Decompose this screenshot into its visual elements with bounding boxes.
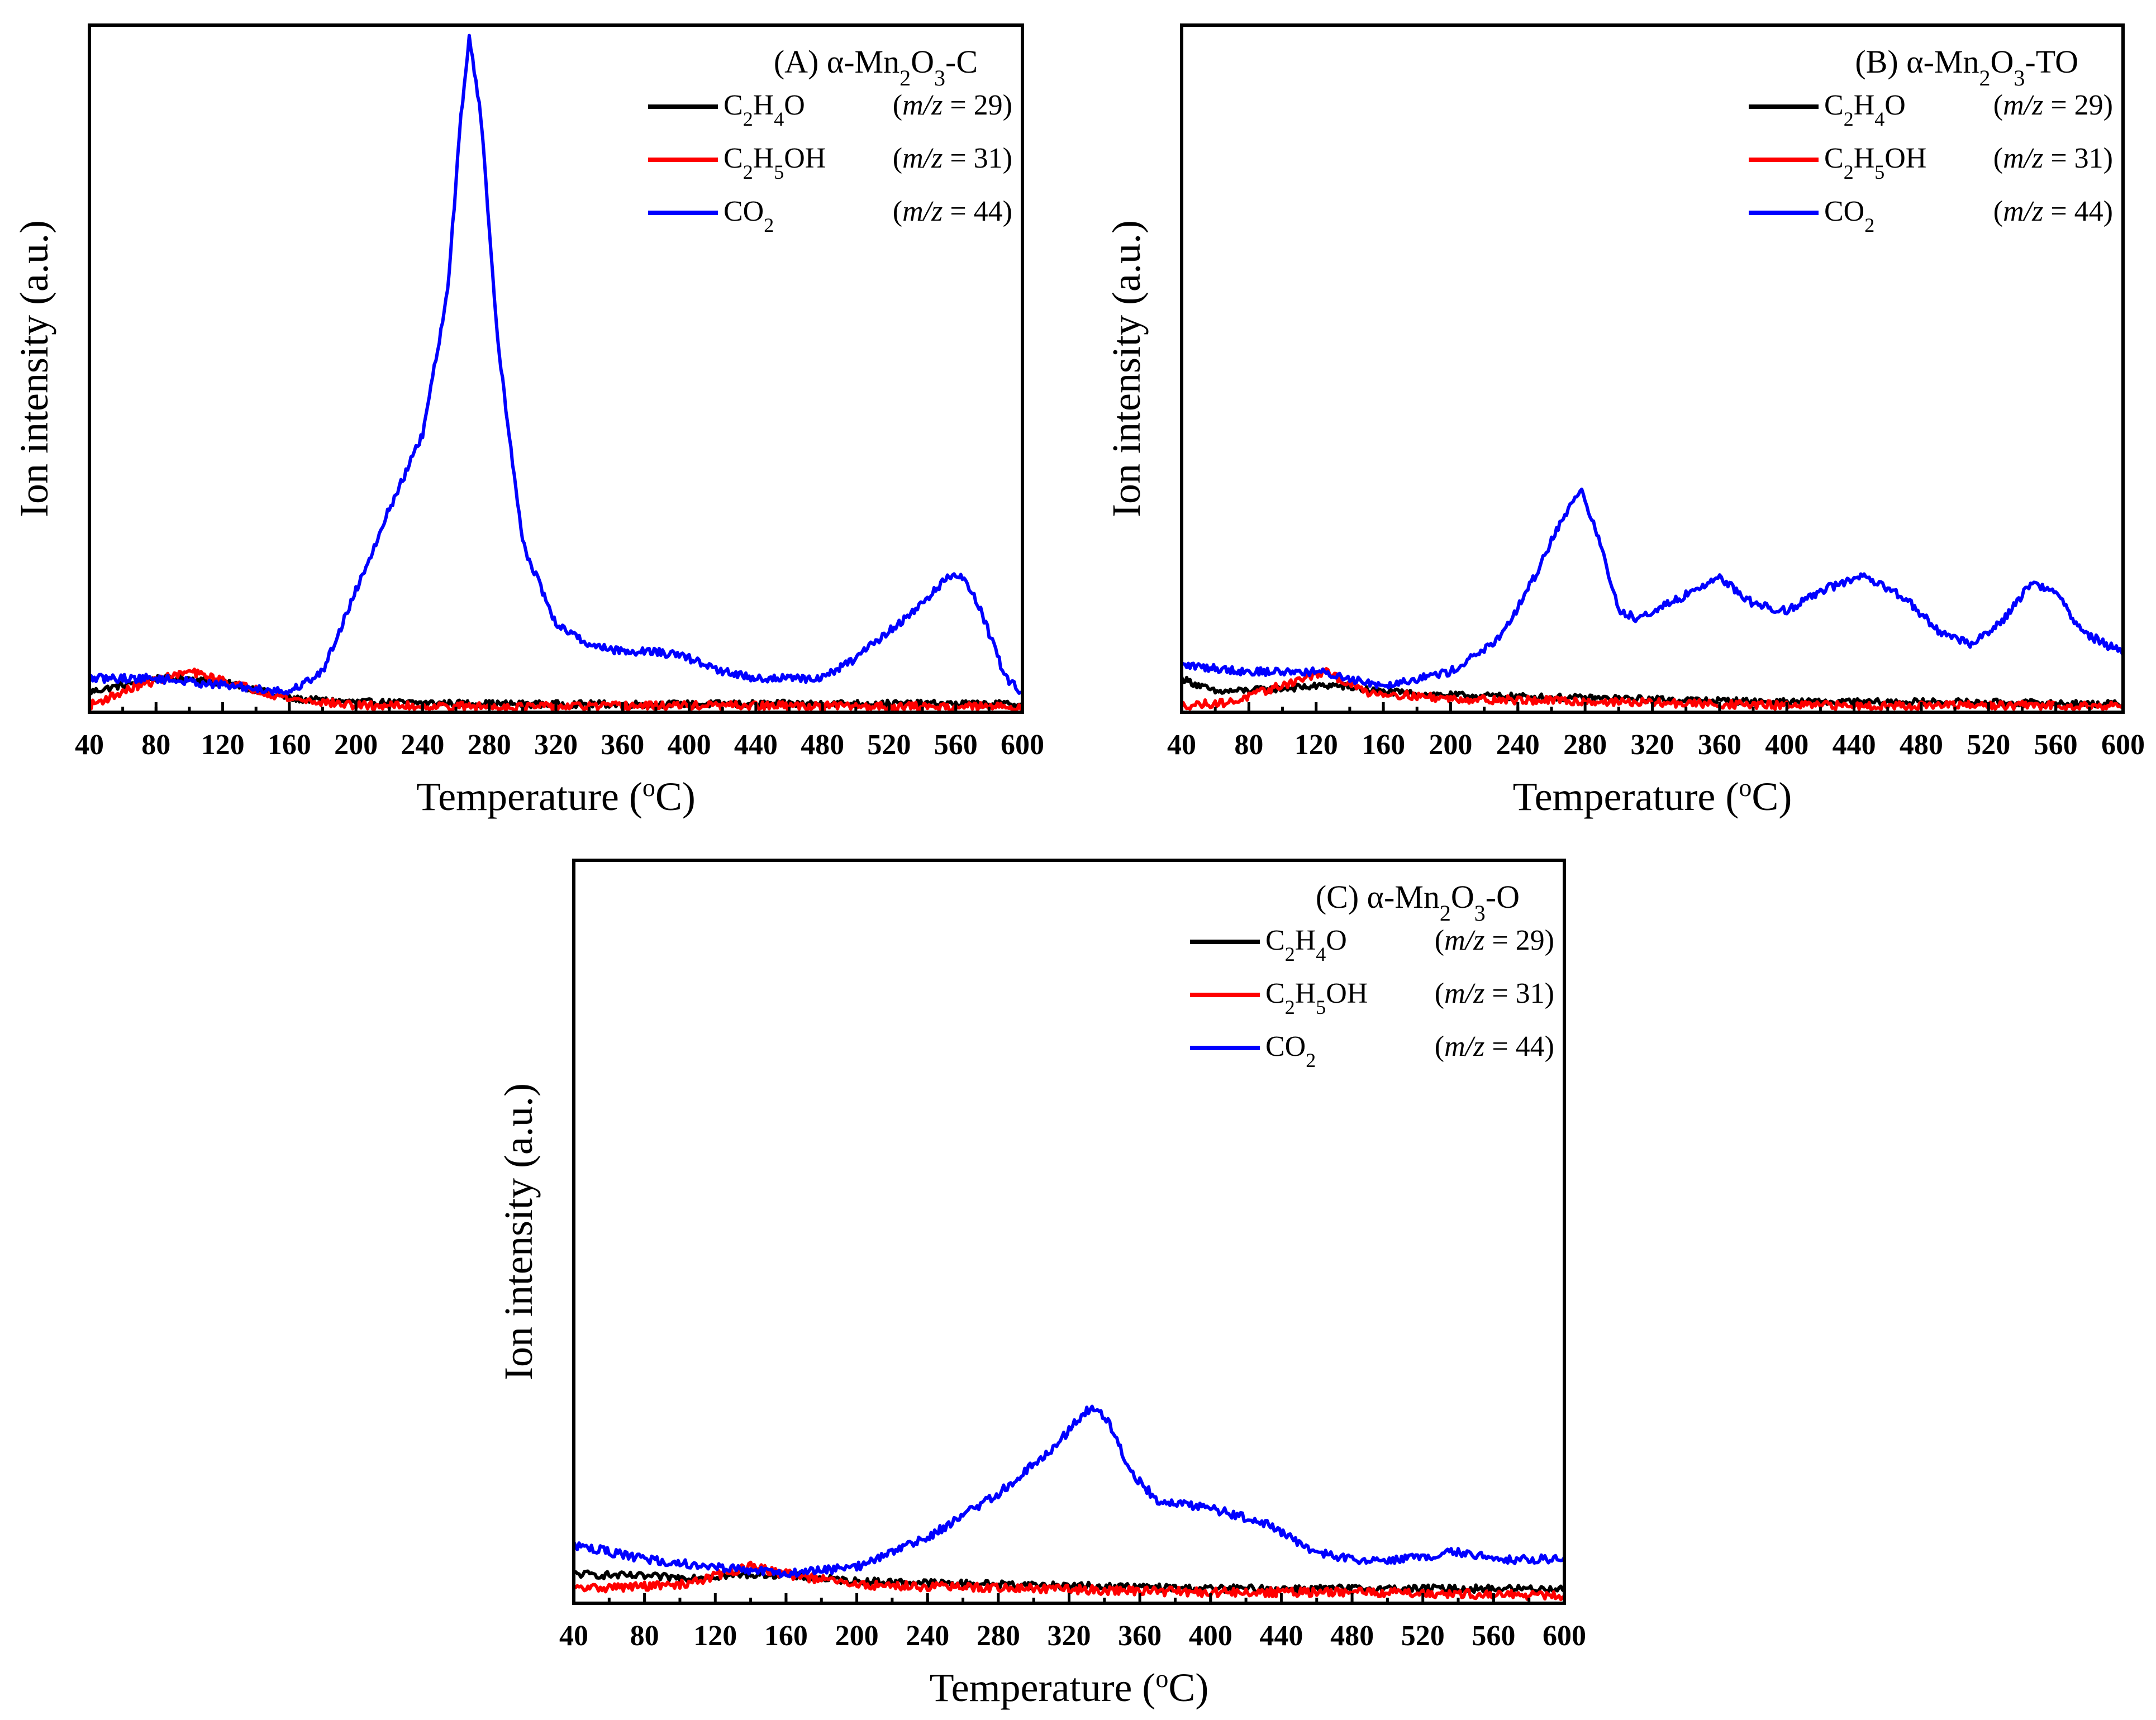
y-axis-title: Ion intensity (a.u.) (496, 1083, 541, 1380)
x-tick-label: 80 (1234, 729, 1263, 761)
x-tick-label: 440 (1259, 1620, 1303, 1652)
panel-c: 40 80 120 160 200 240 280 320 360 400 440 480 520 560… (496, 859, 1586, 1711)
legend-label-co2: CO2 (1265, 1031, 1316, 1071)
legend-mz-co2: (m/z = 44) (893, 196, 1012, 227)
x-tick-label: 200 (1429, 729, 1472, 761)
series-group (89, 34, 1022, 712)
panel-title: (B) α-Mn2O3-TO (1855, 44, 2078, 90)
x-tick-label: 320 (1048, 1620, 1091, 1652)
legend-label-c2h4o: C2H4O (1824, 89, 1906, 130)
x-tick-label: 280 (468, 729, 511, 761)
x-tick-label: 80 (630, 1620, 659, 1652)
x-axis-title: Temperature (oC) (930, 1664, 1209, 1711)
x-tick-label: 560 (1472, 1620, 1515, 1652)
legend-label-c2h5oh: C2H5OH (1265, 978, 1368, 1018)
x-axis-title: Temperature (oC) (1513, 773, 1792, 819)
x-tick-label: 280 (1563, 729, 1607, 761)
series-line-co2 (89, 34, 1022, 696)
plot-frame (88, 23, 1024, 714)
legend-mz-c2h5oh: (m/z = 31) (1435, 978, 1554, 1009)
x-tick-label: 40 (75, 729, 104, 761)
legend-mz-c2h4o: (m/z = 29) (893, 89, 1012, 121)
x-axis-title: Temperature (oC) (416, 773, 696, 819)
x-tick-label: 480 (1900, 729, 1943, 761)
x-tick-label: 200 (334, 729, 378, 761)
legend-label-c2h4o: C2H4O (724, 89, 805, 130)
series-group (1182, 487, 2123, 712)
x-tick-label: 400 (1765, 729, 1808, 761)
legend: C2H4O (m/z = 29) C2H5OH (m/z = 31) CO2 (m/z =… (648, 89, 1012, 236)
y-axis-title: Ion intensity (a.u.) (1104, 220, 1149, 517)
x-tick-label: 520 (867, 729, 911, 761)
x-tick-label: 160 (1362, 729, 1405, 761)
x-tick-label: 160 (268, 729, 311, 761)
y-axis-title: Ion intensity (a.u.) (12, 220, 56, 517)
legend-label-co2: CO2 (1824, 196, 1874, 236)
x-tick-label: 480 (1330, 1620, 1374, 1652)
legend: C2H4O (m/z = 29) C2H5OH (m/z = 31) CO2 (m/z =… (1190, 925, 1554, 1071)
legend: C2H4O (m/z = 29) C2H5OH (m/z = 31) CO2 (m/z =… (1749, 89, 2113, 236)
series-group (574, 1404, 1564, 1602)
x-tick-label: 240 (1496, 729, 1540, 761)
panel-a: 40 80 120 160 200 240 280 320 360 400 440 480 520 560… (12, 23, 1044, 819)
x-tick-label: 200 (835, 1620, 879, 1652)
x-tick-label: 560 (2034, 729, 2078, 761)
x-tick-label: 520 (1401, 1620, 1445, 1652)
legend-mz-c2h4o: (m/z = 29) (1435, 925, 1554, 956)
plot-frame (572, 859, 1566, 1605)
x-tick-label: 360 (1698, 729, 1741, 761)
x-tick-label: 440 (734, 729, 778, 761)
x-tick-label: 320 (534, 729, 578, 761)
x-tick-label: 400 (668, 729, 711, 761)
x-tick-label: 600 (1001, 729, 1044, 761)
legend-mz-c2h4o: (m/z = 29) (1993, 89, 2113, 121)
x-tick-label: 520 (1967, 729, 2010, 761)
x-tick-label: 600 (1543, 1620, 1586, 1652)
legend-label-c2h5oh: C2H5OH (724, 142, 826, 183)
series-line-co2 (574, 1404, 1564, 1579)
x-tick-label: 40 (1167, 729, 1196, 761)
x-tick-label: 120 (201, 729, 245, 761)
legend-label-co2: CO2 (724, 196, 774, 236)
legend-mz-c2h5oh: (m/z = 31) (1993, 142, 2113, 174)
panel-title: (A) α-Mn2O3-C (774, 44, 978, 90)
plot-frame (1180, 23, 2125, 714)
legend-mz-co2: (m/z = 44) (1993, 196, 2113, 227)
legend-label-c2h5oh: C2H5OH (1824, 142, 1926, 183)
series-line-c2h5oh (574, 1560, 1564, 1602)
x-tick-label: 160 (764, 1620, 808, 1652)
x-tick-label: 440 (1833, 729, 1876, 761)
x-tick-label: 360 (1118, 1620, 1162, 1652)
legend-mz-co2: (m/z = 44) (1435, 1031, 1554, 1063)
x-tick-label: 360 (601, 729, 644, 761)
x-tick-label: 280 (977, 1620, 1020, 1652)
x-tick-label: 240 (906, 1620, 949, 1652)
x-tick-label: 600 (2101, 729, 2145, 761)
x-tick-label: 80 (141, 729, 170, 761)
series-line-co2 (1182, 487, 2123, 690)
legend-label-c2h4o: C2H4O (1265, 925, 1347, 965)
panel-title: (C) α-Mn2O3-O (1316, 879, 1520, 926)
x-tick-label: 120 (1294, 729, 1338, 761)
x-tick-label: 240 (401, 729, 444, 761)
legend-mz-c2h5oh: (m/z = 31) (893, 142, 1012, 174)
panel-b: 40 80 120 160 200 240 280 320 360 400 440 480 520 560… (1104, 23, 2145, 819)
series-line-c2h4o (1182, 675, 2123, 709)
x-tick-label: 480 (801, 729, 844, 761)
x-tick-label: 400 (1189, 1620, 1232, 1652)
x-tick-label: 560 (934, 729, 978, 761)
x-tick-label: 40 (559, 1620, 588, 1652)
x-tick-label: 120 (693, 1620, 737, 1652)
x-tick-label: 320 (1631, 729, 1674, 761)
